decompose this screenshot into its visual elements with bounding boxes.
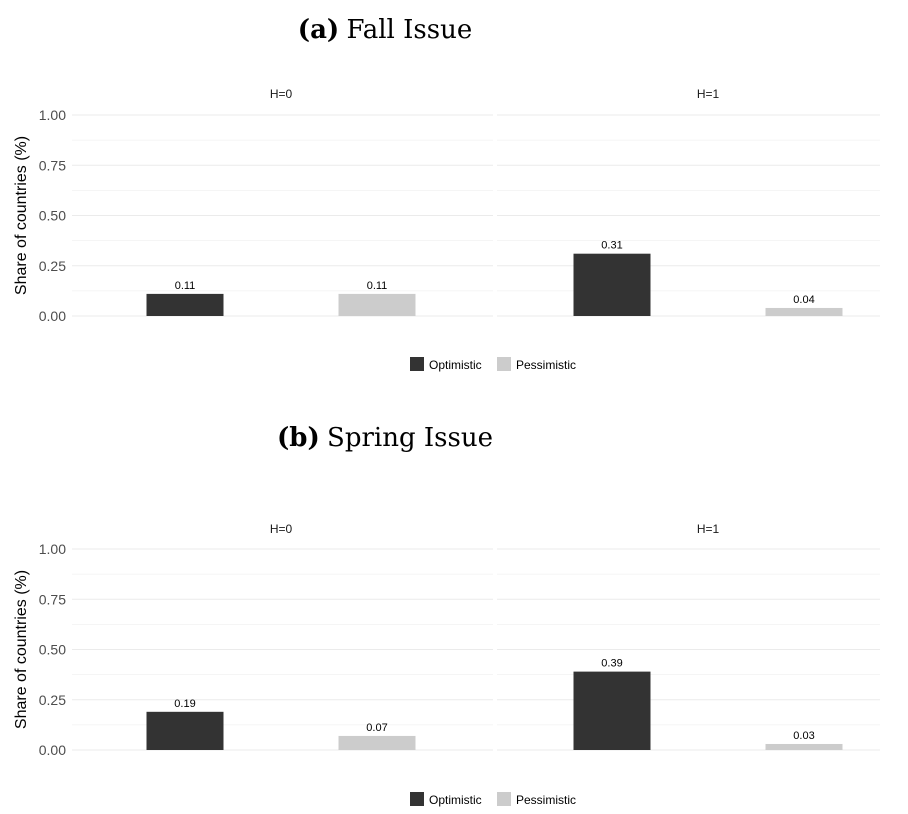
bar-value-label: 0.39 xyxy=(601,658,622,670)
bar-value-label: 0.11 xyxy=(367,280,388,292)
y-tick-label: 0.25 xyxy=(39,258,66,274)
chart-title: (b) Spring Issue xyxy=(277,422,493,453)
bar-value-label: 0.11 xyxy=(175,280,196,292)
chart-title-prefix: (a) xyxy=(298,15,339,45)
bar-value-label: 0.04 xyxy=(793,294,814,306)
legend-key-pessimistic xyxy=(497,357,511,371)
bar-optimistic xyxy=(573,671,651,750)
bar-pessimistic xyxy=(765,307,843,316)
y-tick-label: 0.00 xyxy=(39,742,66,758)
legend-label-pessimistic: Pessimistic xyxy=(516,793,576,807)
y-tick-label: 0.75 xyxy=(39,591,66,607)
chart-title-text: Spring Issue xyxy=(327,423,493,453)
legend: Optimistic Pessimistic xyxy=(410,357,576,372)
legend-key-pessimistic xyxy=(497,792,511,806)
bar-pessimistic xyxy=(338,735,416,750)
bar-value-label: 0.03 xyxy=(793,730,814,742)
chart-title-text: Fall Issue xyxy=(346,15,472,45)
legend-label-pessimistic: Pessimistic xyxy=(516,358,576,372)
y-tick-label: 0.50 xyxy=(39,642,66,658)
y-tick-label: 0.00 xyxy=(39,308,66,324)
y-axis-label: Share of countries (%) xyxy=(13,570,30,729)
legend-label-optimistic: Optimistic xyxy=(429,358,482,372)
legend: Optimistic Pessimistic xyxy=(410,792,576,807)
bar-value-label: 0.19 xyxy=(174,698,195,710)
bar-pessimistic xyxy=(765,743,843,750)
chart-title-prefix: (b) xyxy=(277,423,320,453)
bar-pessimistic xyxy=(338,293,416,316)
y-axis-label: Share of countries (%) xyxy=(13,136,30,295)
facet-label: H=1 xyxy=(697,87,720,101)
bar-optimistic xyxy=(573,253,651,316)
chart-panel-1: (b) Spring Issue Share of countries (%) 0.… xyxy=(13,422,880,807)
legend-key-optimistic xyxy=(410,792,424,806)
y-tick-label: 0.75 xyxy=(39,157,66,173)
bar-optimistic xyxy=(146,293,224,316)
y-tick-label: 1.00 xyxy=(39,107,66,123)
bar-optimistic xyxy=(146,711,224,750)
chart-title-space xyxy=(339,14,346,44)
bar-value-label: 0.31 xyxy=(601,240,622,252)
chart-title: (a) Fall Issue xyxy=(298,14,472,45)
facet-label: H=0 xyxy=(270,87,293,101)
y-tick-label: 0.50 xyxy=(39,208,66,224)
chart-panel-0: (a) Fall Issue Share of countries (%) 0.00… xyxy=(13,14,880,372)
bar-value-label: 0.07 xyxy=(366,722,387,734)
legend-key-optimistic xyxy=(410,357,424,371)
y-tick-label: 0.25 xyxy=(39,692,66,708)
facet-label: H=1 xyxy=(697,522,720,536)
legend-label-optimistic: Optimistic xyxy=(429,793,482,807)
y-tick-label: 1.00 xyxy=(39,541,66,557)
chart-title-space xyxy=(320,422,327,452)
facet-label: H=0 xyxy=(270,522,293,536)
